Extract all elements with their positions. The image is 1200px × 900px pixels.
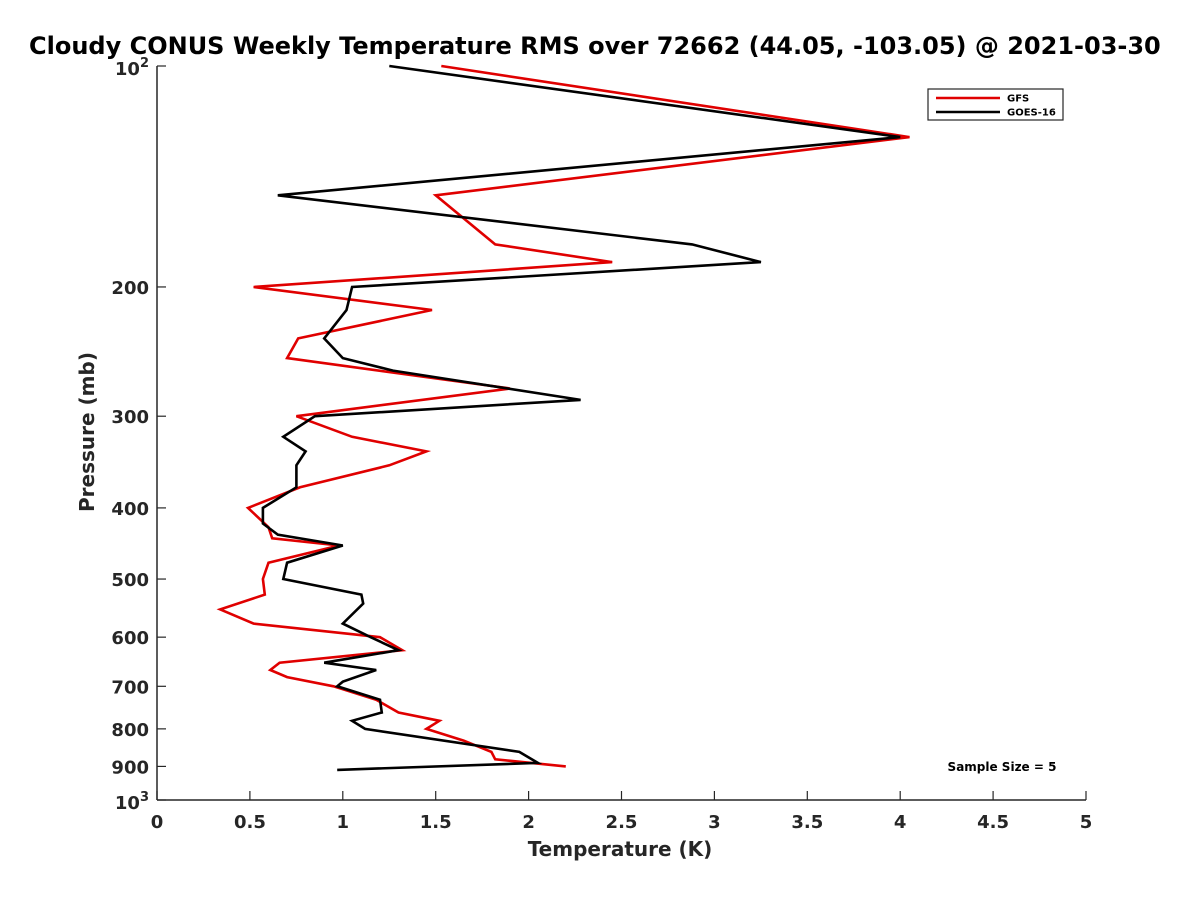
x-tick-label: 2 <box>522 812 535 833</box>
y-tick-label: 400 <box>111 499 149 520</box>
sample-size-annotation: Sample Size = 5 <box>948 760 1057 774</box>
plot-area <box>216 64 910 772</box>
x-tick-label: 4 <box>894 812 907 833</box>
y-tick-label: 500 <box>111 570 149 591</box>
x-tick-label: 1.5 <box>420 812 452 833</box>
chart-title: Cloudy CONUS Weekly Temperature RMS over… <box>29 32 1161 60</box>
x-tick-label: 1 <box>337 812 350 833</box>
y-tick-label: 600 <box>111 628 149 649</box>
x-tick-label: 3.5 <box>791 812 823 833</box>
legend-label: GFS <box>1007 94 1029 105</box>
legend-label: GOES-16 <box>1007 108 1056 119</box>
series-line-goes-16 <box>261 64 901 772</box>
legend: GFS GOES-16 <box>927 88 1064 121</box>
x-tick-label: 0.5 <box>234 812 266 833</box>
y-tick-label: 300 <box>111 407 149 428</box>
series-line-gfs <box>216 64 910 768</box>
legend-box <box>927 88 1064 121</box>
y-axis-label: Pressure (mb) <box>75 352 99 512</box>
y-tick-label: 700 <box>111 677 149 698</box>
y-tick-label: 800 <box>111 720 149 741</box>
x-axis-label: Temperature (K) <box>528 837 713 861</box>
axes: 0 0.5 1 1.5 2 2.5 3 3.5 4 4.5 5 200 300 400 500 600 700 8… <box>111 56 1092 833</box>
y-tick-label: 102 <box>115 56 149 80</box>
x-tick-label: 3 <box>708 812 721 833</box>
y-tick-label: 103 <box>115 790 149 814</box>
y-tick-label: 900 <box>111 757 149 778</box>
y-tick-label: 200 <box>111 278 149 299</box>
x-tick-label: 2.5 <box>606 812 638 833</box>
x-tick-label: 0 <box>151 812 164 833</box>
x-tick-label: 5 <box>1080 812 1093 833</box>
x-tick-label: 4.5 <box>977 812 1009 833</box>
